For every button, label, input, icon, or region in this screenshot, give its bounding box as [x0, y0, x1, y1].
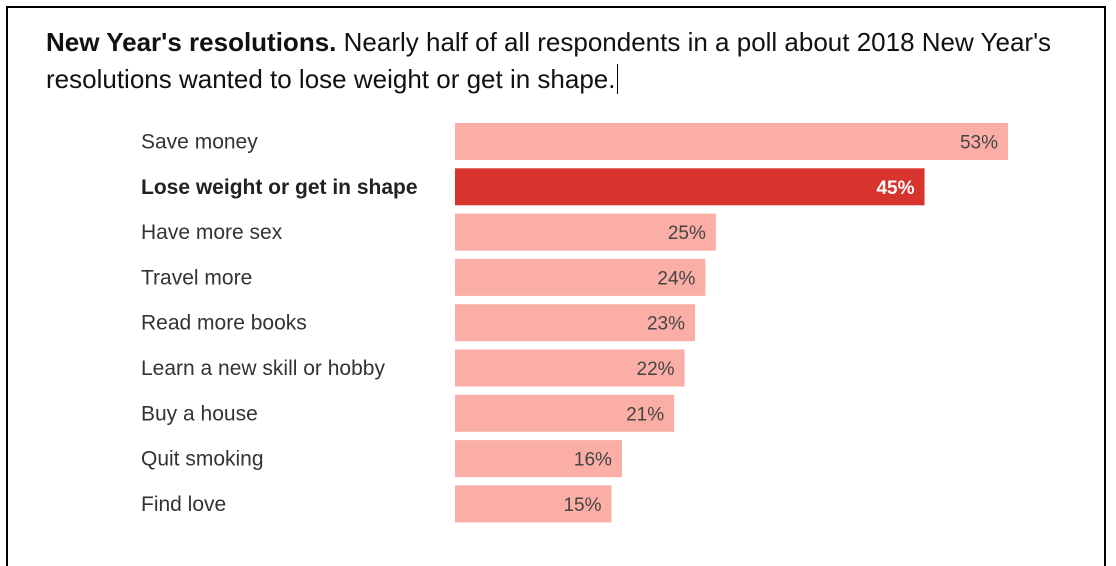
bar-save-money — [455, 123, 1008, 160]
value-label-buy-a-house: 21% — [626, 404, 664, 425]
category-label-have-more-sex: Have more sex — [141, 221, 283, 244]
category-label-read-more-books: Read more books — [141, 312, 307, 335]
figure-frame — [6, 6, 1106, 566]
value-label-learn-a-new-skill-or-hobby: 22% — [637, 359, 675, 380]
value-label-quit-smoking: 16% — [574, 450, 612, 471]
category-label-quit-smoking: Quit smoking — [141, 448, 264, 471]
bar-have-more-sex — [455, 213, 716, 251]
bar-find-love — [455, 485, 612, 523]
value-label-lose-weight-or-get-in-shape: 45% — [876, 178, 914, 199]
category-label-save-money: Save money — [141, 131, 258, 154]
figure-caption: New Year's resolutions. Nearly half of a… — [46, 24, 1096, 98]
caption-lead: New Year's resolutions. — [46, 27, 337, 57]
bar-chart: Save money 53% Lose weight or get in shape… — [141, 123, 1008, 523]
bar-quit-smoking — [455, 440, 622, 478]
value-label-save-money: 53% — [960, 133, 998, 154]
category-label-buy-a-house: Buy a house — [141, 402, 258, 425]
value-label-travel-more: 24% — [657, 268, 695, 289]
bar-buy-a-house — [455, 394, 675, 432]
value-label-find-love: 15% — [563, 495, 601, 516]
category-label-lose-weight-or-get-in-shape: Lose weight or get in shape — [141, 176, 418, 199]
value-label-read-more-books: 23% — [647, 314, 685, 335]
bar-read-more-books — [455, 304, 695, 342]
category-label-find-love: Find love — [141, 493, 226, 516]
text-cursor — [617, 64, 619, 94]
category-label-travel-more: Travel more — [141, 266, 252, 289]
caption-text: Nearly half of all respondents in a poll… — [46, 27, 1052, 94]
bar-learn-a-new-skill-or-hobby — [455, 349, 685, 387]
value-label-have-more-sex: 25% — [668, 223, 706, 244]
bar-travel-more — [455, 258, 706, 296]
bar-lose-weight-or-get-in-shape — [455, 168, 925, 206]
category-label-learn-a-new-skill-or-hobby: Learn a new skill or hobby — [141, 357, 385, 380]
